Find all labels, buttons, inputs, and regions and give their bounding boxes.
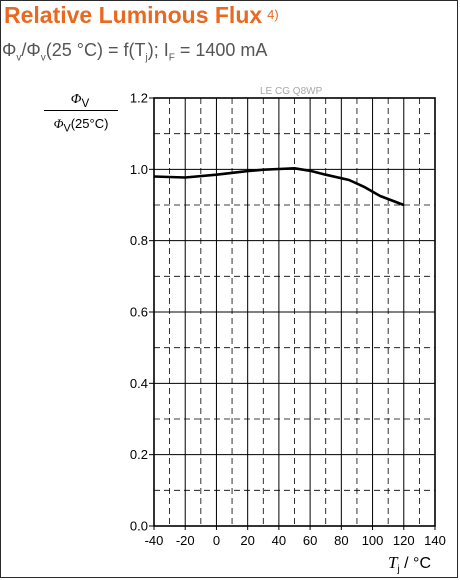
x-tick-label: 80 <box>334 533 348 548</box>
x-label-unit: / °C <box>399 555 431 572</box>
x-label-sub: j <box>397 564 400 576</box>
x-tick-label: -40 <box>145 533 164 548</box>
x-tick-label: 40 <box>272 533 286 548</box>
subtitle-condition: (25 °C) = f(T <box>45 40 146 60</box>
y-tick-label: 0.0 <box>130 519 148 534</box>
subtitle-sub-j: j <box>145 52 148 64</box>
chart-title: Relative Luminous Flux 4) <box>4 2 279 29</box>
subtitle-current: = 1400 mA <box>174 40 268 60</box>
y-label-sub-den: V <box>63 122 71 135</box>
y-axis-label-numerator: ΦV <box>44 90 116 110</box>
y-tick-label: 0.4 <box>130 376 148 391</box>
y-label-phi-num: Φ <box>70 92 82 107</box>
series-line <box>153 167 405 207</box>
x-tick-label: 120 <box>393 533 415 548</box>
y-tick-label: 1.0 <box>130 162 148 177</box>
title-footnote: 4) <box>267 7 279 22</box>
y-axis-label-denominator: ΦV(25°C) <box>44 116 118 135</box>
x-tick-label: 20 <box>240 533 254 548</box>
chart-watermark: LE CG Q8WP <box>260 86 323 97</box>
y-tick-label: 0.6 <box>130 305 148 320</box>
subtitle-slash: / <box>21 40 27 60</box>
x-tick-label: 140 <box>424 533 446 548</box>
x-label-symbol: T <box>388 553 398 572</box>
chart-title-text: Relative Luminous Flux <box>4 2 263 28</box>
subtitle-phi2: Φ <box>26 40 41 60</box>
x-tick-label: 60 <box>303 533 317 548</box>
y-tick-label: 0.8 <box>130 233 148 248</box>
y-label-den-rest: (25°C) <box>70 116 109 131</box>
y-label-sub-num: V <box>81 96 90 110</box>
y-axis-label-fraction-bar <box>44 110 118 111</box>
y-label-phi-den: Φ <box>53 116 64 131</box>
x-tick-label: 0 <box>213 533 220 548</box>
subtitle-sub-f: F <box>168 52 175 64</box>
y-tick-label: 1.2 <box>130 91 148 106</box>
subtitle-sub-v2: v <box>40 52 46 64</box>
chart-subtitle: Φv/Φv(25 °C) = f(Tj); IF = 1400 mA <box>2 40 267 64</box>
x-tick-label: 100 <box>362 533 384 548</box>
subtitle-phi1: Φ <box>2 40 17 60</box>
x-tick-label: -20 <box>176 533 195 548</box>
subtitle-sub-v1: v <box>16 52 22 64</box>
y-tick-label: 0.2 <box>130 447 148 462</box>
x-axis-label: Tj / °C <box>388 553 431 575</box>
subtitle-current-prefix: ); I <box>147 40 169 60</box>
